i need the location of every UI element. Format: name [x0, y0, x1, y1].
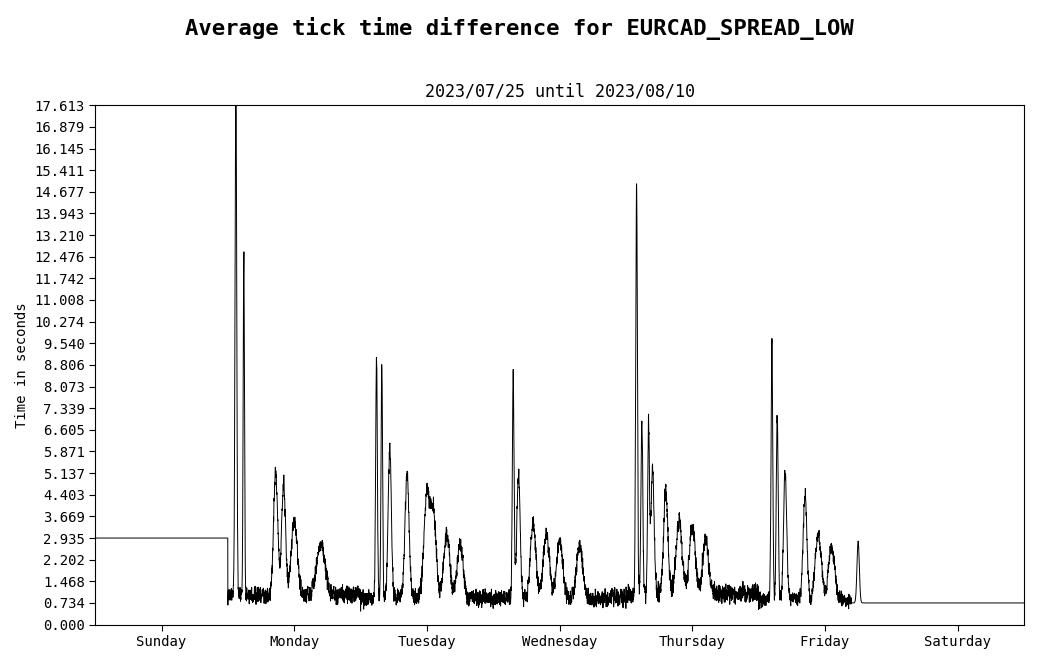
Title: 2023/07/25 until 2023/08/10: 2023/07/25 until 2023/08/10 — [425, 83, 695, 101]
Y-axis label: Time in seconds: Time in seconds — [15, 302, 29, 428]
Text: Average tick time difference for EURCAD_SPREAD_LOW: Average tick time difference for EURCAD_… — [185, 17, 854, 40]
